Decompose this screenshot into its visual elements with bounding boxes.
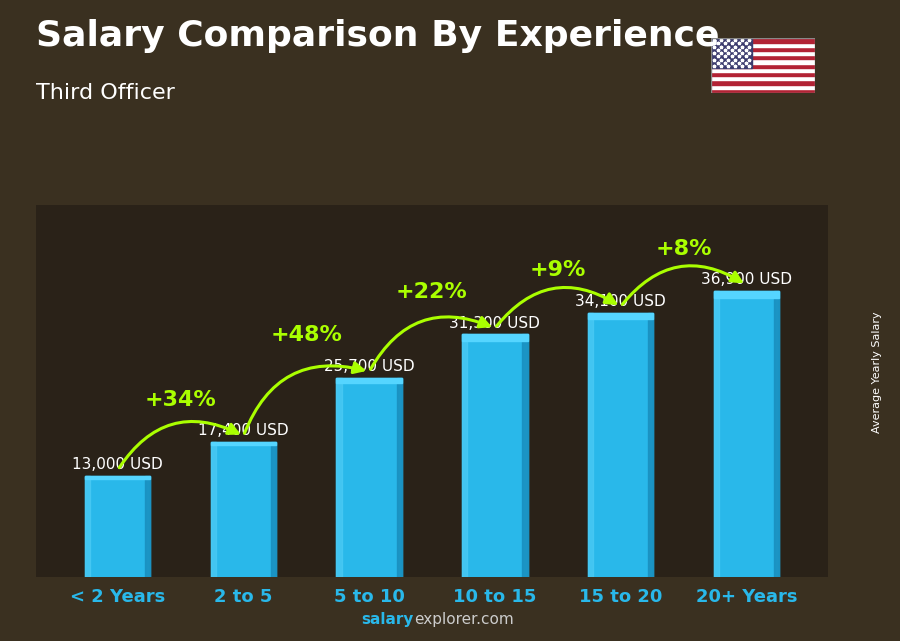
Bar <box>711 47 814 51</box>
Text: 31,300 USD: 31,300 USD <box>449 315 540 331</box>
Bar <box>271 442 276 577</box>
Text: 36,900 USD: 36,900 USD <box>701 272 792 287</box>
Bar <box>522 335 527 577</box>
Bar <box>711 85 814 88</box>
Bar <box>648 313 653 577</box>
Text: +34%: +34% <box>145 390 216 410</box>
Bar <box>337 378 401 383</box>
Bar <box>463 335 527 577</box>
Bar <box>337 378 342 577</box>
Bar <box>588 313 593 577</box>
Bar <box>85 476 150 577</box>
Text: 25,700 USD: 25,700 USD <box>324 359 415 374</box>
Text: +8%: +8% <box>655 238 712 258</box>
Bar <box>714 291 719 577</box>
Bar <box>711 51 814 55</box>
Bar <box>85 476 150 479</box>
Bar <box>588 313 653 319</box>
Bar <box>711 72 814 76</box>
Text: Salary Comparison By Experience: Salary Comparison By Experience <box>36 19 719 53</box>
Text: 17,400 USD: 17,400 USD <box>198 423 289 438</box>
Bar <box>714 291 779 298</box>
Bar <box>711 38 814 43</box>
Bar <box>711 55 814 60</box>
Bar <box>711 60 814 63</box>
Text: +22%: +22% <box>396 282 468 302</box>
Bar <box>711 88 814 93</box>
Text: 34,100 USD: 34,100 USD <box>575 294 666 309</box>
Bar <box>711 80 814 85</box>
Text: 13,000 USD: 13,000 USD <box>72 457 163 472</box>
Text: explorer.com: explorer.com <box>414 612 514 627</box>
Text: +9%: +9% <box>529 260 586 280</box>
Bar <box>211 442 276 445</box>
Bar <box>397 378 401 577</box>
Bar <box>711 76 814 80</box>
Bar <box>714 291 779 577</box>
Bar <box>774 291 779 577</box>
Text: Third Officer: Third Officer <box>36 83 175 103</box>
Bar <box>711 43 814 47</box>
Bar <box>711 68 814 72</box>
Bar <box>211 442 276 577</box>
Bar <box>711 63 814 68</box>
Bar <box>463 335 527 340</box>
Bar <box>711 38 752 68</box>
Text: +48%: +48% <box>270 326 342 345</box>
Bar <box>463 335 467 577</box>
Bar <box>85 476 90 577</box>
Bar <box>211 442 216 577</box>
Text: salary: salary <box>362 612 414 627</box>
Bar <box>588 313 653 577</box>
Bar <box>145 476 150 577</box>
Bar <box>337 378 401 577</box>
Text: Average Yearly Salary: Average Yearly Salary <box>872 311 883 433</box>
